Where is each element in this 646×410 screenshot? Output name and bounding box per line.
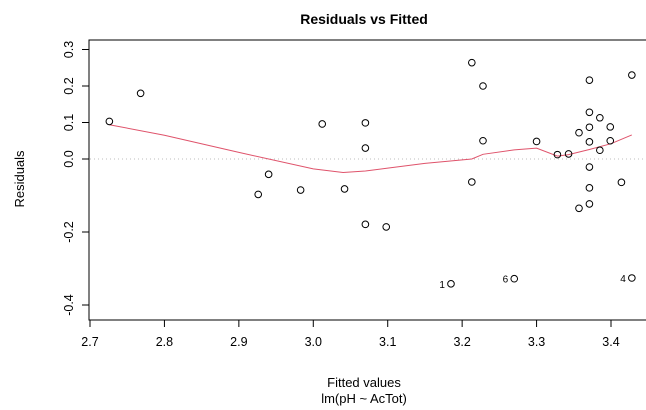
chart-title: Residuals vs Fitted: [300, 11, 428, 27]
data-point: [264, 170, 273, 179]
data-point: [585, 138, 594, 146]
x-tick-label: 2.7: [81, 335, 98, 349]
data-point: [340, 185, 349, 193]
data-point: [596, 113, 604, 122]
data-point: [296, 186, 305, 194]
data-point: [510, 274, 519, 283]
data-point: [585, 123, 594, 132]
x-tick-label: 3.1: [379, 335, 396, 349]
x-axis-label: Fitted values: [327, 375, 401, 390]
data-point: [606, 136, 615, 145]
y-tick-label: 0.0: [62, 150, 76, 167]
x-axis: 2.7 2.8 2.9 3.0 3.1 3.2 3.3 3.4: [81, 319, 620, 349]
x-tick-label: 2.9: [230, 335, 247, 349]
data-point: [575, 128, 583, 137]
point-annotation: 6: [503, 275, 509, 286]
data-point: [318, 120, 327, 128]
data-point: [585, 76, 594, 84]
x-tick-label: 3.3: [528, 335, 545, 349]
data-point: [361, 119, 370, 127]
annotations-layer: 1 6 4: [439, 274, 626, 291]
data-point: [585, 108, 594, 117]
y-tick-label: 0.3: [62, 41, 76, 58]
y-tick-label: -0.2: [62, 221, 76, 243]
data-point: [596, 146, 604, 155]
data-point: [447, 280, 455, 288]
data-point: [532, 137, 541, 146]
data-point: [628, 274, 636, 282]
y-axis: -0.4 -0.2 0.0 0.1 0.2 0.3: [62, 41, 90, 316]
data-point: [628, 71, 636, 79]
lowess-smooth-line: [109, 124, 632, 174]
y-tick-label: 0.2: [62, 77, 76, 94]
y-tick-label: -0.4: [62, 294, 76, 316]
smooth-line: [109, 124, 632, 174]
data-point: [468, 178, 476, 186]
data-point: [606, 123, 615, 131]
data-point: [361, 144, 370, 152]
data-point: [468, 58, 476, 67]
data-point: [361, 220, 370, 229]
data-point: [479, 82, 487, 90]
points-layer: [105, 58, 636, 288]
x-axis-subtitle: lm(pH ~ AcTot): [321, 391, 407, 406]
data-point: [585, 200, 594, 208]
point-annotation: 4: [620, 274, 626, 285]
data-point: [553, 150, 562, 159]
data-point: [617, 178, 626, 187]
point-annotation: 1: [439, 280, 445, 291]
x-tick-label: 3.4: [602, 335, 619, 349]
data-point: [254, 190, 263, 199]
x-tick-label: 2.8: [156, 335, 173, 349]
data-point: [479, 136, 487, 145]
x-tick-label: 3.0: [305, 335, 322, 349]
data-point: [564, 150, 573, 158]
data-point: [136, 89, 145, 98]
data-point: [382, 223, 391, 231]
x-tick-label: 3.2: [453, 335, 470, 349]
data-point: [105, 117, 114, 126]
data-point: [585, 184, 594, 192]
y-axis-label: Residuals: [12, 150, 27, 208]
data-point: [585, 163, 594, 171]
y-tick-label: 0.1: [62, 114, 76, 131]
plot-frame: [88, 39, 646, 321]
data-point: [575, 204, 583, 213]
